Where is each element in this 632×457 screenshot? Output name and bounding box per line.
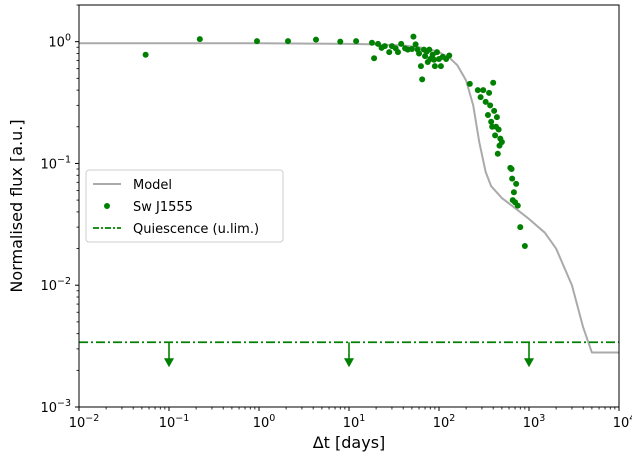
x-tick-label-base: 10 (433, 416, 450, 431)
data-point (429, 51, 436, 58)
x-tick-label-base: 10 (69, 416, 86, 431)
data-point (493, 114, 500, 121)
data-point (466, 80, 473, 87)
data-point (491, 107, 498, 114)
data-point (398, 40, 405, 47)
x-tick-label-exp: −2 (85, 413, 99, 424)
data-point (509, 175, 516, 182)
data-point (386, 49, 393, 56)
quiescence-layer (79, 341, 619, 368)
data-point (417, 63, 424, 70)
data-point (434, 49, 440, 56)
data-point (353, 38, 360, 45)
data-point (375, 40, 381, 47)
data-point (498, 139, 505, 145)
data-point (488, 118, 495, 125)
x-tick-label-exp: 4 (629, 413, 632, 424)
x-axis-title: Δt [days] (313, 433, 386, 452)
data-point (521, 242, 528, 249)
x-tick-label: 104 (613, 413, 632, 431)
data-point (142, 51, 149, 58)
x-tick-label-base: 10 (159, 416, 176, 431)
data-point (492, 132, 499, 139)
data-point (480, 87, 487, 94)
data-point (337, 38, 344, 45)
data-point (419, 76, 426, 83)
upper-limit-arrow-head (164, 358, 174, 368)
x-tick-label: 100 (253, 413, 276, 431)
x-tick-label-exp: −1 (175, 413, 189, 424)
data-point (517, 224, 524, 231)
data-point (486, 89, 493, 96)
legend-quiescence-label: Quiescence (u.lim.) (133, 222, 259, 237)
data-point (285, 38, 291, 45)
x-tick-label: 10−1 (159, 413, 190, 431)
legend-box (85, 169, 284, 243)
data-point (410, 33, 417, 40)
x-tick-label-exp: 3 (539, 413, 545, 424)
x-tick-label-base: 10 (343, 416, 360, 431)
y-tick-label-base: 10 (40, 279, 57, 294)
y-tick-label: 10−3 (40, 398, 71, 416)
data-point (371, 55, 378, 62)
y-tick-label: 100 (48, 33, 71, 51)
data-point (368, 39, 375, 46)
y-tick-label-exp: −2 (57, 276, 71, 287)
data-point (313, 36, 320, 43)
data-point (381, 43, 388, 50)
y-tick-label-exp: −1 (57, 154, 71, 165)
y-axis-title: Normalised flux [a.u.] (7, 119, 26, 292)
x-tick-label: 101 (343, 413, 366, 431)
x-tick-label-exp: 1 (359, 413, 365, 424)
legend: Model Sw J1555 Quiescence (u.lim.) (85, 169, 284, 243)
y-tick-label-base: 10 (40, 157, 57, 172)
data-point (508, 166, 515, 173)
y-tick-label-base: 10 (48, 36, 65, 51)
data-point (513, 180, 520, 187)
data-point (510, 189, 517, 196)
legend-swj1555-label: Sw J1555 (133, 200, 193, 215)
data-point (408, 46, 415, 53)
upper-limit-arrow-head (524, 358, 534, 368)
y-tick-label-exp: −3 (57, 398, 71, 409)
data-point (477, 94, 484, 101)
upper-limit-arrow-head (344, 358, 354, 368)
legend-swj1555-swatch (104, 203, 110, 209)
x-tick-label-exp: 0 (269, 413, 275, 424)
x-tick-label-base: 10 (253, 416, 270, 431)
data-point (514, 202, 521, 209)
data-point (422, 53, 429, 60)
x-tick-label: 102 (433, 413, 456, 431)
x-tick-label-base: 10 (613, 416, 630, 431)
data-point (426, 46, 433, 53)
y-tick-label: 10−1 (40, 154, 71, 172)
data-point (446, 52, 453, 59)
data-point (495, 126, 502, 133)
data-point (254, 38, 260, 45)
data-point (431, 63, 438, 70)
data-point (394, 49, 401, 56)
data-point (412, 41, 419, 48)
data-point (437, 63, 444, 70)
x-tick-label-exp: 2 (449, 413, 455, 424)
y-tick-label-base: 10 (40, 401, 57, 416)
data-point (490, 79, 497, 86)
x-tick-label: 10−2 (69, 413, 100, 431)
data-point (482, 98, 489, 105)
x-tick-label: 103 (523, 413, 546, 431)
x-tick-label-base: 10 (523, 416, 540, 431)
data-point (474, 87, 481, 94)
data-point (196, 36, 203, 43)
tick-layer: 10−210−110010110210310410010−110−210−3 (40, 4, 632, 431)
data-points-layer (142, 33, 528, 249)
y-tick-label-exp: 0 (65, 33, 71, 44)
data-point (431, 56, 437, 63)
data-point (484, 111, 491, 118)
data-point (487, 102, 494, 109)
y-tick-label: 10−2 (40, 276, 71, 294)
data-point (416, 50, 423, 57)
legend-model-label: Model (133, 178, 172, 193)
data-point (494, 150, 501, 157)
